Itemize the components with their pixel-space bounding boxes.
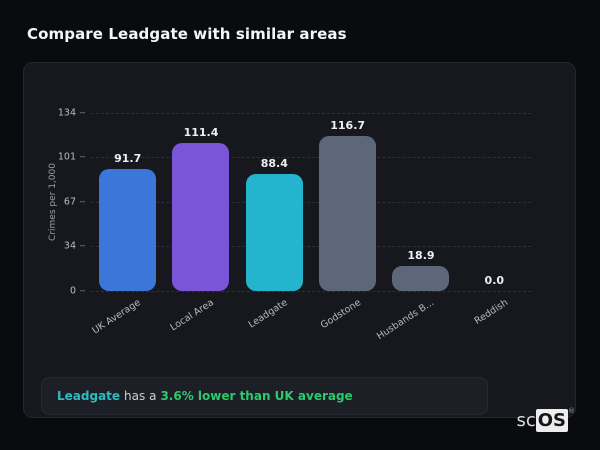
y-axis-tick-label: 34	[64, 241, 85, 251]
gridline	[91, 156, 531, 158]
annotation-box: Leadgate has a 3.6% lower than UK averag…	[41, 377, 488, 415]
bar-leadgate[interactable]	[245, 173, 303, 291]
gridline	[91, 113, 531, 114]
y-axis-title: Crimes per 1,000	[48, 163, 58, 241]
gridline	[91, 202, 531, 203]
y-axis-tick-label: 134	[58, 108, 85, 118]
x-axis-category-label: Husbands B...	[375, 297, 437, 343]
bar-slot-local-area: 111.4 Local Area	[164, 113, 237, 333]
brand-watermark-prefix: sc	[516, 409, 536, 431]
x-axis-category-label: UK Average	[90, 297, 144, 337]
bar-local-area[interactable]	[172, 143, 230, 291]
chart-card: Crimes per 1,000 91.7 UK Average 111.4 Loca…	[23, 62, 576, 418]
annotation-stat-text: 3.6% lower than UK average	[160, 389, 353, 403]
gridline	[91, 291, 531, 292]
y-axis-tick-label: 67	[64, 197, 85, 207]
x-axis-category-label: Leadgate	[246, 297, 290, 331]
plot-area: 91.7 UK Average 111.4 Local Area 88.4 Leadgat…	[58, 108, 531, 342]
bar-slot-godstone: 116.7 Godstone	[311, 113, 384, 331]
bar-uk-average[interactable]	[99, 169, 157, 291]
bar-slot-husbands-b: 18.9 Husbands B...	[375, 113, 457, 342]
annotation-middle-text: has a	[124, 389, 157, 403]
bar-value-label: 116.7	[330, 118, 366, 132]
bar-value-label: 0.0	[484, 274, 505, 287]
brand-watermark: sc OS ®	[516, 407, 575, 432]
x-axis-category-label: Reddish	[472, 297, 510, 327]
bar-slot-reddish: 0.0 Reddish	[458, 113, 531, 327]
bar-value-label: 18.9	[407, 248, 435, 262]
bar-godstone[interactable]	[319, 135, 377, 291]
x-axis-category-label: Local Area	[168, 297, 217, 334]
gridline	[91, 245, 531, 247]
page-title: Compare Leadgate with similar areas	[27, 25, 347, 43]
bar-husbands-b[interactable]	[392, 265, 450, 291]
bar-value-label: 111.4	[183, 126, 219, 140]
registered-mark: ®	[568, 407, 575, 415]
annotation-area-name: Leadgate	[57, 389, 121, 403]
y-axis-tick-label: 0	[70, 286, 85, 296]
y-axis-tick-label: 101	[58, 152, 85, 162]
x-axis-category-label: Godstone	[318, 297, 364, 332]
bar-slots: 91.7 UK Average 111.4 Local Area 88.4 Leadgat…	[91, 113, 531, 342]
bar-value-label: 88.4	[260, 156, 288, 170]
bar-slot-uk-average: 91.7 UK Average	[91, 113, 164, 336]
brand-watermark-badge: OS	[535, 409, 568, 432]
bar-slot-leadgate: 88.4 Leadgate	[238, 113, 311, 330]
bar-value-label: 91.7	[114, 152, 142, 166]
